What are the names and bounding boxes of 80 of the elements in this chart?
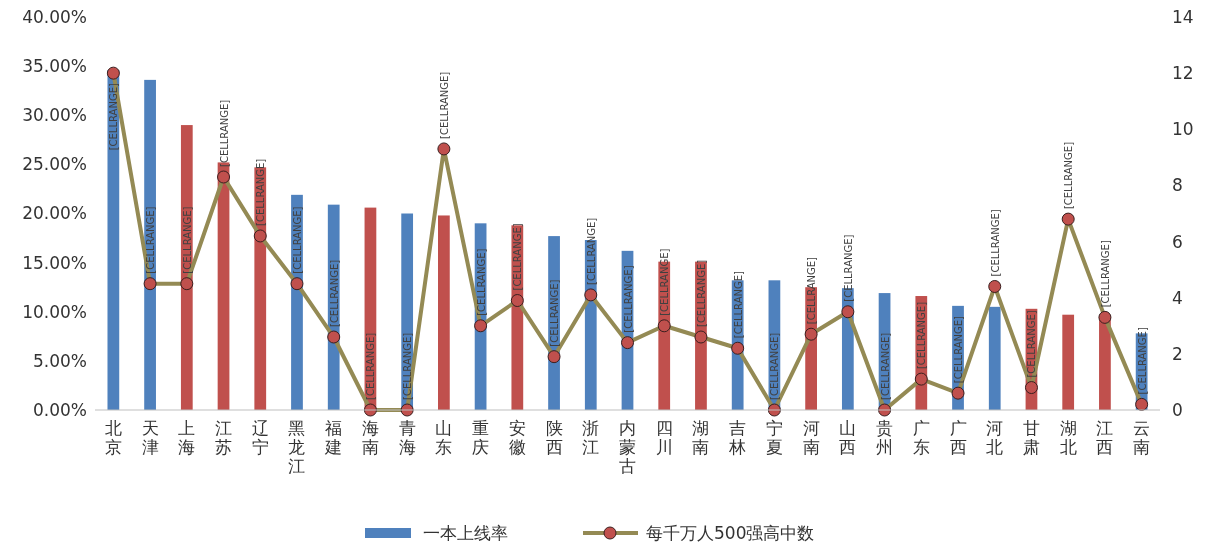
bar [1062, 314, 1075, 410]
legend-label: 一本上线率 [423, 523, 508, 543]
data-label: [CELLRANGE] [879, 332, 891, 400]
x-tick-label: 江苏 [215, 418, 233, 457]
y2-tick-label: 0 [1172, 399, 1183, 420]
data-label: [CELLRANGE] [512, 223, 524, 291]
x-tick-label: 江西 [1096, 418, 1114, 457]
data-label: [CELLRANGE] [916, 301, 928, 370]
data-label: [CELLRANGE] [328, 259, 340, 328]
x-tick-label: 北京 [104, 418, 122, 457]
data-label: [CELLRANGE] [1063, 141, 1075, 210]
data-label: [CELLRANGE] [181, 206, 193, 274]
x-tick-label: 云南 [1133, 418, 1151, 457]
x-tick-label: 湖南 [692, 418, 710, 457]
data-label: [CELLRANGE] [769, 332, 781, 400]
data-label: [CELLRANGE] [622, 265, 634, 333]
x-tick-label: 内蒙古 [619, 418, 636, 476]
bar [988, 306, 1001, 410]
x-tick-label: 吉林 [728, 418, 747, 457]
y-tick-label: 30.00% [22, 105, 87, 126]
y-tick-label: 25.00% [22, 154, 87, 175]
y2-tick-label: 10 [1172, 119, 1194, 140]
y2-tick-label: 6 [1172, 231, 1183, 252]
x-tick-label: 山西 [839, 418, 857, 457]
y-tick-label: 5.00% [32, 350, 87, 371]
x-tick-label: 湖北 [1059, 418, 1077, 457]
x-tick-label: 河南 [802, 418, 820, 457]
data-label: [CELLRANGE] [549, 279, 561, 347]
x-tick-label: 青海 [398, 418, 416, 457]
x-tick-label: 宁夏 [765, 418, 783, 457]
data-label: [CELLRANGE] [806, 256, 818, 325]
data-label: [CELLRANGE] [732, 270, 744, 339]
y-tick-label: 40.00% [22, 6, 87, 27]
data-label: [CELLRANGE] [1099, 240, 1111, 308]
y2-tick-label: 2 [1172, 343, 1183, 364]
y-tick-label: 10.00% [22, 301, 87, 322]
data-label: [CELLRANGE] [291, 206, 303, 274]
data-label: [CELLRANGE] [842, 234, 854, 302]
data-label: [CELLRANGE] [145, 206, 157, 274]
y2-tick-label: 4 [1172, 287, 1183, 308]
x-tick-label: 陕西 [545, 418, 563, 457]
data-label: [CELLRANGE] [585, 217, 597, 285]
x-tick-label: 浙江 [582, 418, 600, 457]
y-tick-label: 35.00% [22, 56, 87, 77]
data-label: [CELLRANGE] [1136, 327, 1148, 395]
x-tick-label: 重庆 [472, 418, 490, 457]
data-label: [CELLRANGE] [218, 99, 230, 168]
x-tick-label: 黑龙江 [288, 418, 306, 476]
x-tick-label: 天津 [141, 418, 159, 457]
y-tick-label: 20.00% [22, 203, 87, 224]
y-tick-label: 0.00% [32, 399, 87, 420]
data-label: [CELLRANGE] [438, 71, 450, 139]
data-label: [CELLRANGE] [695, 259, 707, 328]
x-tick-label: 甘肃 [1022, 418, 1040, 457]
y2-tick-label: 14 [1172, 6, 1194, 27]
x-tick-label: 安徽 [508, 418, 526, 457]
y2-tick-label: 8 [1172, 175, 1183, 196]
x-tick-label: 贵州 [876, 418, 894, 457]
y2-tick-label: 12 [1172, 63, 1194, 84]
data-label: [CELLRANGE] [989, 209, 1001, 277]
data-label: [CELLRANGE] [255, 158, 267, 226]
x-tick-label: 上海 [178, 418, 196, 457]
bar [438, 215, 450, 410]
x-tick-label: 海南 [361, 418, 379, 457]
x-tick-label: 辽宁 [251, 418, 269, 457]
x-tick-label: 广西 [949, 418, 967, 457]
legend-label: 每千万人500强高中数 [646, 523, 815, 543]
data-label: [CELLRANGE] [365, 332, 377, 400]
x-tick-label: 河北 [986, 418, 1004, 457]
data-label: [CELLRANGE] [953, 315, 965, 384]
data-label: [CELLRANGE] [108, 83, 120, 151]
data-label: [CELLRANGE] [1026, 310, 1038, 378]
x-tick-label: 四川 [655, 418, 673, 457]
data-label: [CELLRANGE] [659, 248, 671, 316]
data-label: [CELLRANGE] [475, 248, 487, 316]
x-tick-label: 山东 [435, 418, 453, 457]
y-tick-label: 15.00% [22, 252, 87, 273]
x-tick-label: 福建 [324, 418, 343, 457]
data-label: [CELLRANGE] [402, 332, 414, 400]
x-tick-label: 广东 [912, 418, 930, 457]
